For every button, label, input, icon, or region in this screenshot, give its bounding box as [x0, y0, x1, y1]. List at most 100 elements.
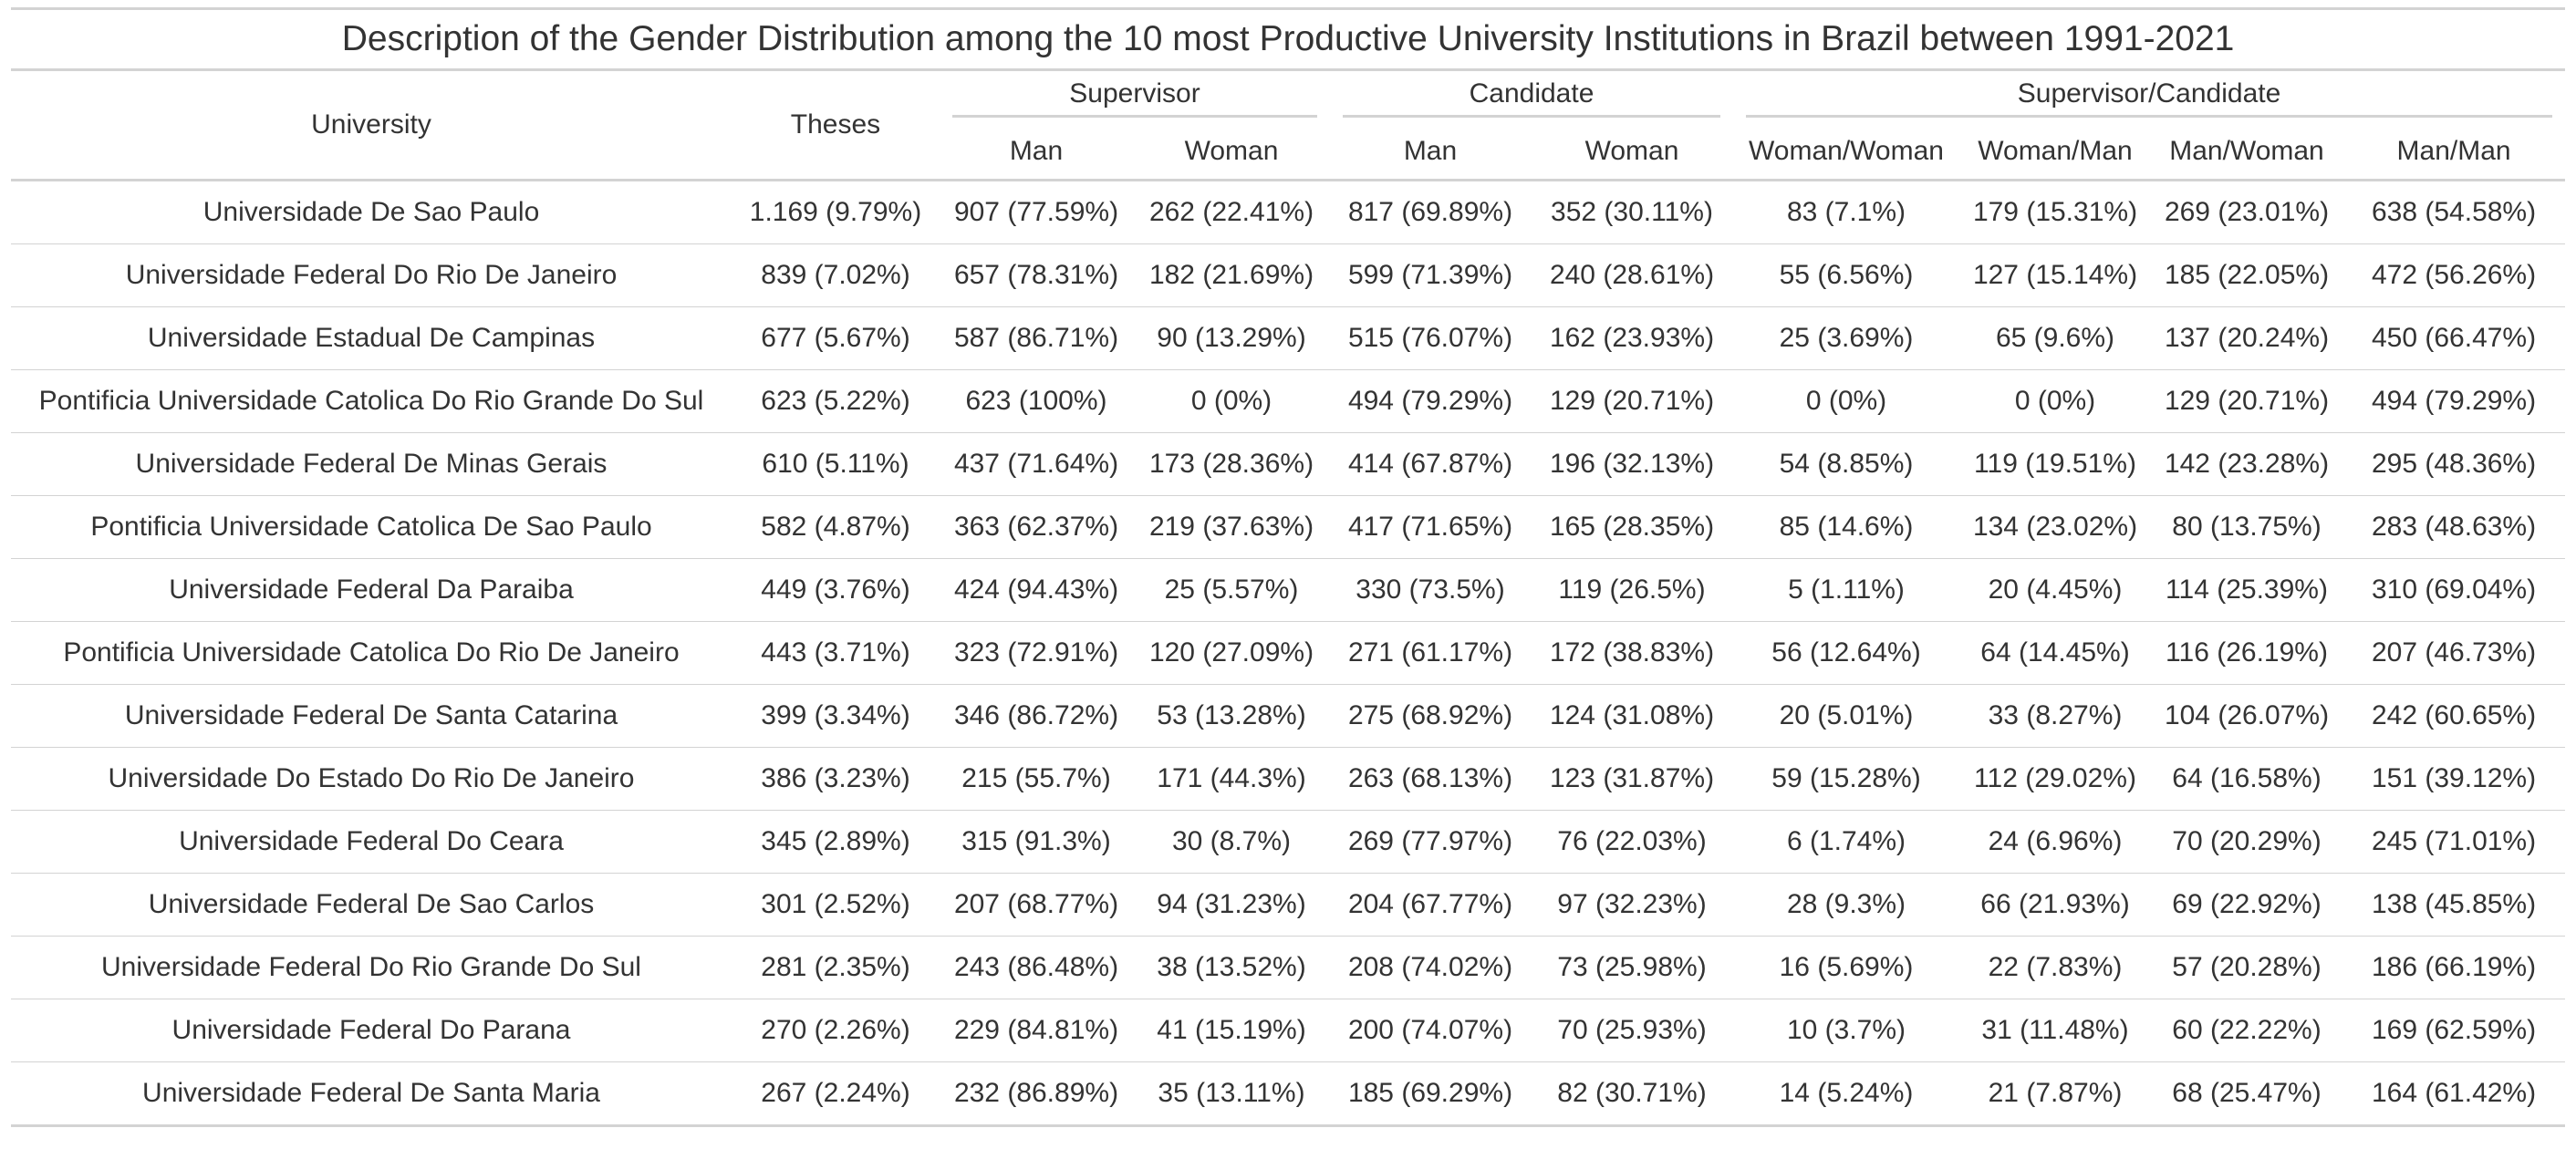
theses-cell: 449 (3.76%) — [732, 558, 940, 622]
woman-man-cell: 64 (14.45%) — [1959, 621, 2151, 685]
man-man-cell: 169 (62.59%) — [2342, 999, 2566, 1062]
table-row: Universidade Federal De Santa Maria 267 (… — [11, 1061, 2566, 1127]
woman-man-cell: 33 (8.27%) — [1959, 684, 2151, 748]
candidate-woman-cell: 123 (31.87%) — [1531, 747, 1733, 811]
university-cell: Universidade Do Estado Do Rio De Janeiro — [11, 747, 732, 811]
table-row: Universidade Federal De Santa Catarina 39… — [11, 684, 2566, 748]
spanner-supervisor-candidate-label: Supervisor/Candidate — [1746, 78, 2553, 118]
man-man-cell: 245 (71.01%) — [2342, 810, 2566, 874]
university-cell: Universidade De Sao Paulo — [11, 180, 732, 244]
university-cell: Universidade Federal De Sao Carlos — [11, 873, 732, 937]
theses-cell: 270 (2.26%) — [732, 999, 940, 1062]
supervisor-woman-cell: 94 (31.23%) — [1133, 873, 1330, 937]
supervisor-woman-cell: 173 (28.36%) — [1133, 432, 1330, 496]
university-cell: Pontificia Universidade Catolica Do Rio … — [11, 369, 732, 433]
table-row: Universidade De Sao Paulo 1.169 (9.79%) 90… — [11, 180, 2566, 244]
candidate-woman-cell: 240 (28.61%) — [1531, 243, 1733, 307]
table-row: Pontificia Universidade Catolica De Sao … — [11, 495, 2566, 559]
theses-cell: 281 (2.35%) — [732, 936, 940, 999]
woman-woman-cell: 16 (5.69%) — [1733, 936, 1959, 999]
supervisor-woman-cell: 120 (27.09%) — [1133, 621, 1330, 685]
man-man-cell: 310 (69.04%) — [2342, 558, 2566, 622]
candidate-man-cell: 414 (67.87%) — [1330, 432, 1531, 496]
woman-man-cell: 179 (15.31%) — [1959, 180, 2151, 244]
candidate-woman-cell: 76 (22.03%) — [1531, 810, 1733, 874]
man-man-cell: 151 (39.12%) — [2342, 747, 2566, 811]
table-row: Universidade Estadual De Campinas 677 (5.… — [11, 306, 2566, 370]
man-woman-cell: 142 (23.28%) — [2151, 432, 2342, 496]
man-man-cell: 295 (48.36%) — [2342, 432, 2566, 496]
woman-woman-cell: 55 (6.56%) — [1733, 243, 1959, 307]
theses-cell: 582 (4.87%) — [732, 495, 940, 559]
supervisor-woman-cell: 41 (15.19%) — [1133, 999, 1330, 1062]
woman-man-cell: 21 (7.87%) — [1959, 1061, 2151, 1127]
man-woman-cell: 68 (25.47%) — [2151, 1061, 2342, 1127]
man-woman-cell: 114 (25.39%) — [2151, 558, 2342, 622]
man-man-cell: 207 (46.73%) — [2342, 621, 2566, 685]
supervisor-man-cell: 437 (71.64%) — [940, 432, 1133, 496]
supervisor-woman-cell: 30 (8.7%) — [1133, 810, 1330, 874]
candidate-woman-cell: 172 (38.83%) — [1531, 621, 1733, 685]
spanner-supervisor: Supervisor — [940, 70, 1330, 125]
candidate-woman-cell: 70 (25.93%) — [1531, 999, 1733, 1062]
man-woman-cell: 69 (22.92%) — [2151, 873, 2342, 937]
candidate-man-cell: 417 (71.65%) — [1330, 495, 1531, 559]
woman-man-cell: 134 (23.02%) — [1959, 495, 2151, 559]
university-cell: Universidade Estadual De Campinas — [11, 306, 732, 370]
woman-woman-cell: 83 (7.1%) — [1733, 180, 1959, 244]
university-cell: Pontificia Universidade Catolica De Sao … — [11, 495, 732, 559]
candidate-man-cell: 271 (61.17%) — [1330, 621, 1531, 685]
woman-man-cell: 66 (21.93%) — [1959, 873, 2151, 937]
supervisor-man-cell: 243 (86.48%) — [940, 936, 1133, 999]
university-cell: Universidade Federal Do Ceara — [11, 810, 732, 874]
woman-man-cell: 0 (0%) — [1959, 369, 2151, 433]
man-woman-cell: 57 (20.28%) — [2151, 936, 2342, 999]
candidate-man-cell: 515 (76.07%) — [1330, 306, 1531, 370]
theses-cell: 443 (3.71%) — [732, 621, 940, 685]
candidate-woman-cell: 73 (25.98%) — [1531, 936, 1733, 999]
table-row: Universidade Do Estado Do Rio De Janeiro… — [11, 747, 2566, 811]
theses-cell: 301 (2.52%) — [732, 873, 940, 937]
candidate-man-cell: 269 (77.97%) — [1330, 810, 1531, 874]
woman-woman-cell: 85 (14.6%) — [1733, 495, 1959, 559]
woman-woman-cell: 20 (5.01%) — [1733, 684, 1959, 748]
candidate-woman-cell: 119 (26.5%) — [1531, 558, 1733, 622]
man-woman-cell: 129 (20.71%) — [2151, 369, 2342, 433]
woman-man-cell: 127 (15.14%) — [1959, 243, 2151, 307]
man-man-cell: 164 (61.42%) — [2342, 1061, 2566, 1127]
university-cell: Universidade Federal Do Rio Grande Do Su… — [11, 936, 732, 999]
man-woman-cell: 64 (16.58%) — [2151, 747, 2342, 811]
woman-woman-cell: 14 (5.24%) — [1733, 1061, 1959, 1127]
university-cell: Pontificia Universidade Catolica Do Rio … — [11, 621, 732, 685]
table-row: Universidade Federal De Sao Carlos 301 (2… — [11, 873, 2566, 937]
table-row: Pontificia Universidade Catolica Do Rio … — [11, 369, 2566, 433]
woman-woman-cell: 6 (1.74%) — [1733, 810, 1959, 874]
theses-cell: 623 (5.22%) — [732, 369, 940, 433]
theses-cell: 399 (3.34%) — [732, 684, 940, 748]
supervisor-woman-cell: 35 (13.11%) — [1133, 1061, 1330, 1127]
column-header-university: University — [11, 69, 732, 181]
column-header-man-woman: Man/Woman — [2151, 124, 2342, 181]
table-row: Universidade Federal Do Ceara 345 (2.89%)… — [11, 810, 2566, 874]
column-header-theses: Theses — [732, 69, 940, 181]
woman-woman-cell: 56 (12.64%) — [1733, 621, 1959, 685]
university-cell: Universidade Federal Do Rio De Janeiro — [11, 243, 732, 307]
candidate-man-cell: 817 (69.89%) — [1330, 180, 1531, 244]
supervisor-man-cell: 215 (55.7%) — [940, 747, 1133, 811]
candidate-man-cell: 494 (79.29%) — [1330, 369, 1531, 433]
supervisor-man-cell: 207 (68.77%) — [940, 873, 1133, 937]
table-row: Universidade Federal De Minas Gerais 610 … — [11, 432, 2566, 496]
university-cell: Universidade Federal De Santa Maria — [11, 1061, 732, 1127]
candidate-man-cell: 204 (67.77%) — [1330, 873, 1531, 937]
woman-man-cell: 22 (7.83%) — [1959, 936, 2151, 999]
spanner-supervisor-candidate: Supervisor/Candidate — [1733, 70, 2565, 125]
supervisor-woman-cell: 90 (13.29%) — [1133, 306, 1330, 370]
column-header-candidate-woman: Woman — [1531, 124, 1733, 181]
university-cell: Universidade Federal De Santa Catarina — [11, 684, 732, 748]
theses-cell: 1.169 (9.79%) — [732, 180, 940, 244]
table-row: Universidade Federal Do Parana 270 (2.26%… — [11, 999, 2566, 1062]
supervisor-man-cell: 346 (86.72%) — [940, 684, 1133, 748]
man-woman-cell: 104 (26.07%) — [2151, 684, 2342, 748]
theses-cell: 610 (5.11%) — [732, 432, 940, 496]
